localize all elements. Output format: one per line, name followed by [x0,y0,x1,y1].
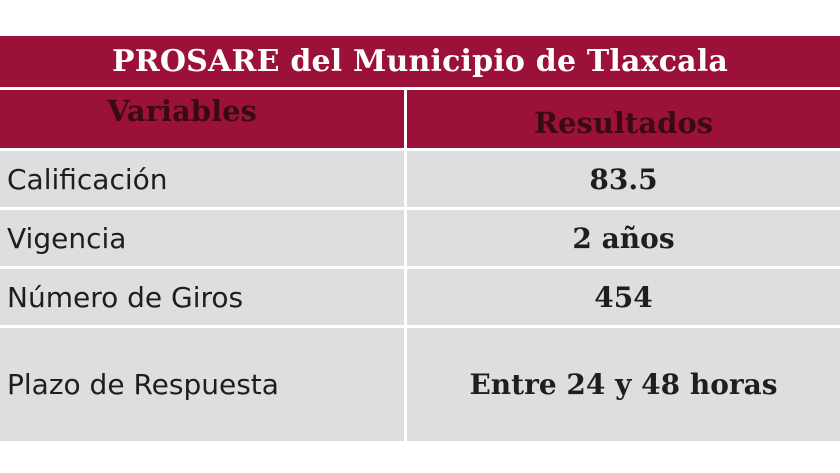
row-variable: Plazo de Respuesta [0,328,407,441]
table-row: Calificación 83.5 [0,151,840,210]
row-result: 454 [594,280,653,314]
table-row: Vigencia 2 años [0,210,840,269]
row-result: 2 años [572,221,675,255]
table-title: PROSARE del Municipio de Tlaxcala [0,36,840,90]
row-variable: Número de Giros [0,269,407,325]
table-row: Plazo de Respuesta Entre 24 y 48 horas [0,328,840,441]
header-variables: Variables [0,90,407,148]
table-row: Número de Giros 454 [0,269,840,328]
row-variable: Vigencia [0,210,407,266]
table-header-row: Variables Resultados [0,90,840,151]
row-result: Entre 24 y 48 horas [469,368,778,401]
header-resultados: Resultados [533,106,714,140]
row-variable: Calificación [0,151,407,207]
row-result: 83.5 [589,162,658,196]
prosare-table: PROSARE del Municipio de Tlaxcala Variab… [0,36,840,441]
